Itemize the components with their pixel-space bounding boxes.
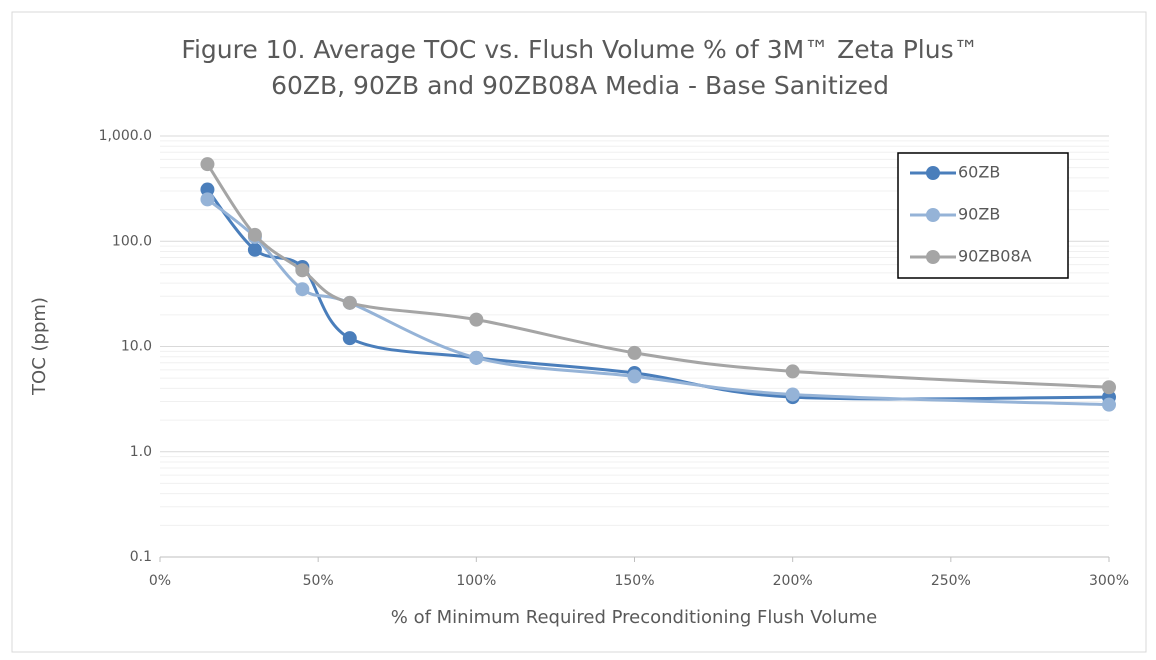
data-point bbox=[295, 282, 310, 297]
x-tick-label: 250% bbox=[931, 573, 971, 589]
chart-title: 60ZB, 90ZB and 90ZB08A Media - Base Sani… bbox=[271, 71, 889, 100]
y-tick-label: 0.1 bbox=[130, 549, 152, 565]
data-point bbox=[627, 345, 642, 360]
legend-label: 90ZB bbox=[958, 205, 1000, 224]
data-point bbox=[200, 157, 215, 172]
data-point bbox=[469, 350, 484, 365]
data-point bbox=[1102, 397, 1116, 412]
chart-frame bbox=[11, 11, 1147, 653]
legend-marker bbox=[926, 208, 940, 222]
data-point bbox=[295, 263, 310, 278]
data-point bbox=[342, 331, 357, 346]
data-point bbox=[785, 387, 800, 402]
x-tick-label: 100% bbox=[456, 573, 496, 589]
legend-label: 90ZB08A bbox=[958, 247, 1032, 266]
y-axis-label: TOC (ppm) bbox=[29, 297, 50, 396]
y-tick-label: 1,000.0 bbox=[99, 128, 152, 144]
data-point bbox=[342, 295, 357, 310]
data-point bbox=[247, 242, 262, 257]
legend-marker bbox=[926, 250, 940, 264]
series-line bbox=[206, 163, 1110, 389]
y-tick-label: 10.0 bbox=[121, 339, 152, 355]
data-point bbox=[785, 364, 800, 379]
data-point bbox=[1102, 380, 1116, 395]
data-point bbox=[200, 182, 215, 197]
x-tick-label: 50% bbox=[303, 573, 334, 589]
legend-marker bbox=[926, 166, 940, 180]
data-point bbox=[469, 312, 484, 327]
data-point bbox=[627, 369, 642, 384]
series-line bbox=[206, 198, 1110, 407]
data-point bbox=[200, 192, 215, 207]
x-tick-label: 150% bbox=[614, 573, 654, 589]
x-tick-label: 200% bbox=[773, 573, 813, 589]
data-point bbox=[247, 227, 262, 242]
x-tick-label: 300% bbox=[1089, 573, 1129, 589]
legend-label: 60ZB bbox=[958, 163, 1000, 182]
x-axis-label: % of Minimum Required Preconditioning Fl… bbox=[391, 607, 877, 628]
y-tick-label: 100.0 bbox=[112, 233, 152, 249]
y-tick-label: 1.0 bbox=[130, 444, 152, 460]
chart-title: Figure 10. Average TOC vs. Flush Volume … bbox=[181, 35, 978, 64]
x-tick-label: 0% bbox=[149, 573, 171, 589]
